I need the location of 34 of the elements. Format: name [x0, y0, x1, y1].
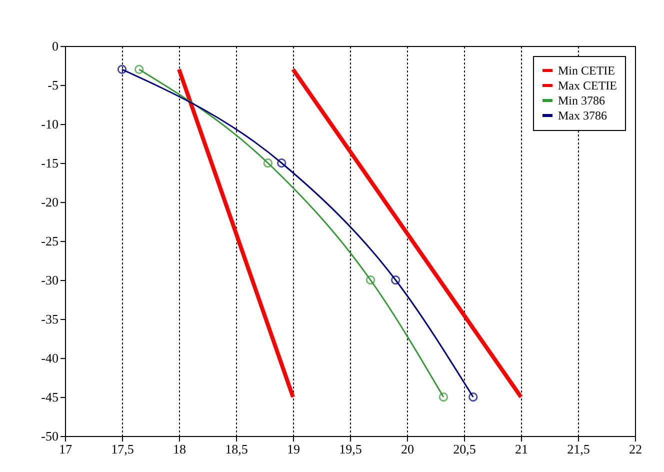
y-tick-label: -20	[41, 194, 58, 210]
x-tick-label: 21,5	[567, 442, 590, 456]
point	[276, 158, 286, 168]
point	[263, 158, 273, 168]
y-tick-label: -10	[41, 116, 58, 132]
legend-label: Min CETIE	[558, 64, 615, 78]
point	[438, 392, 448, 402]
y-tick-label: 0	[52, 38, 58, 54]
x-tick-label: 17,5	[111, 442, 134, 456]
legend-label: Max 3786	[558, 108, 607, 122]
x-tick-label: 18,5	[225, 442, 248, 456]
legend-label: Min 3786	[558, 94, 606, 108]
point	[390, 275, 400, 285]
y-tick-label: -35	[41, 312, 58, 326]
x-tick-label: 20,5	[453, 442, 476, 456]
point	[134, 64, 144, 74]
point	[117, 64, 127, 74]
x-tick-label: 20	[401, 442, 414, 456]
legend-label: Max CETIE	[558, 78, 617, 92]
point	[468, 392, 478, 402]
x-tick-label: 18	[173, 442, 186, 456]
point	[366, 275, 376, 285]
x-tick-label: 19,5	[339, 442, 362, 456]
y-tick-label: -40	[41, 350, 58, 366]
x-tick-label: 21	[515, 442, 528, 456]
y-tick-label: -45	[41, 390, 58, 404]
y-tick-label: -30	[41, 272, 58, 288]
y-tick-label: -25	[41, 234, 58, 248]
x-tick-label: 17	[59, 442, 72, 456]
y-tick-label: -50	[41, 428, 58, 444]
y-tick-label: -15	[41, 156, 58, 170]
y-tick-label: -5	[48, 78, 58, 92]
x-tick-label: 19	[287, 442, 300, 456]
x-tick-label: 22	[629, 442, 642, 456]
